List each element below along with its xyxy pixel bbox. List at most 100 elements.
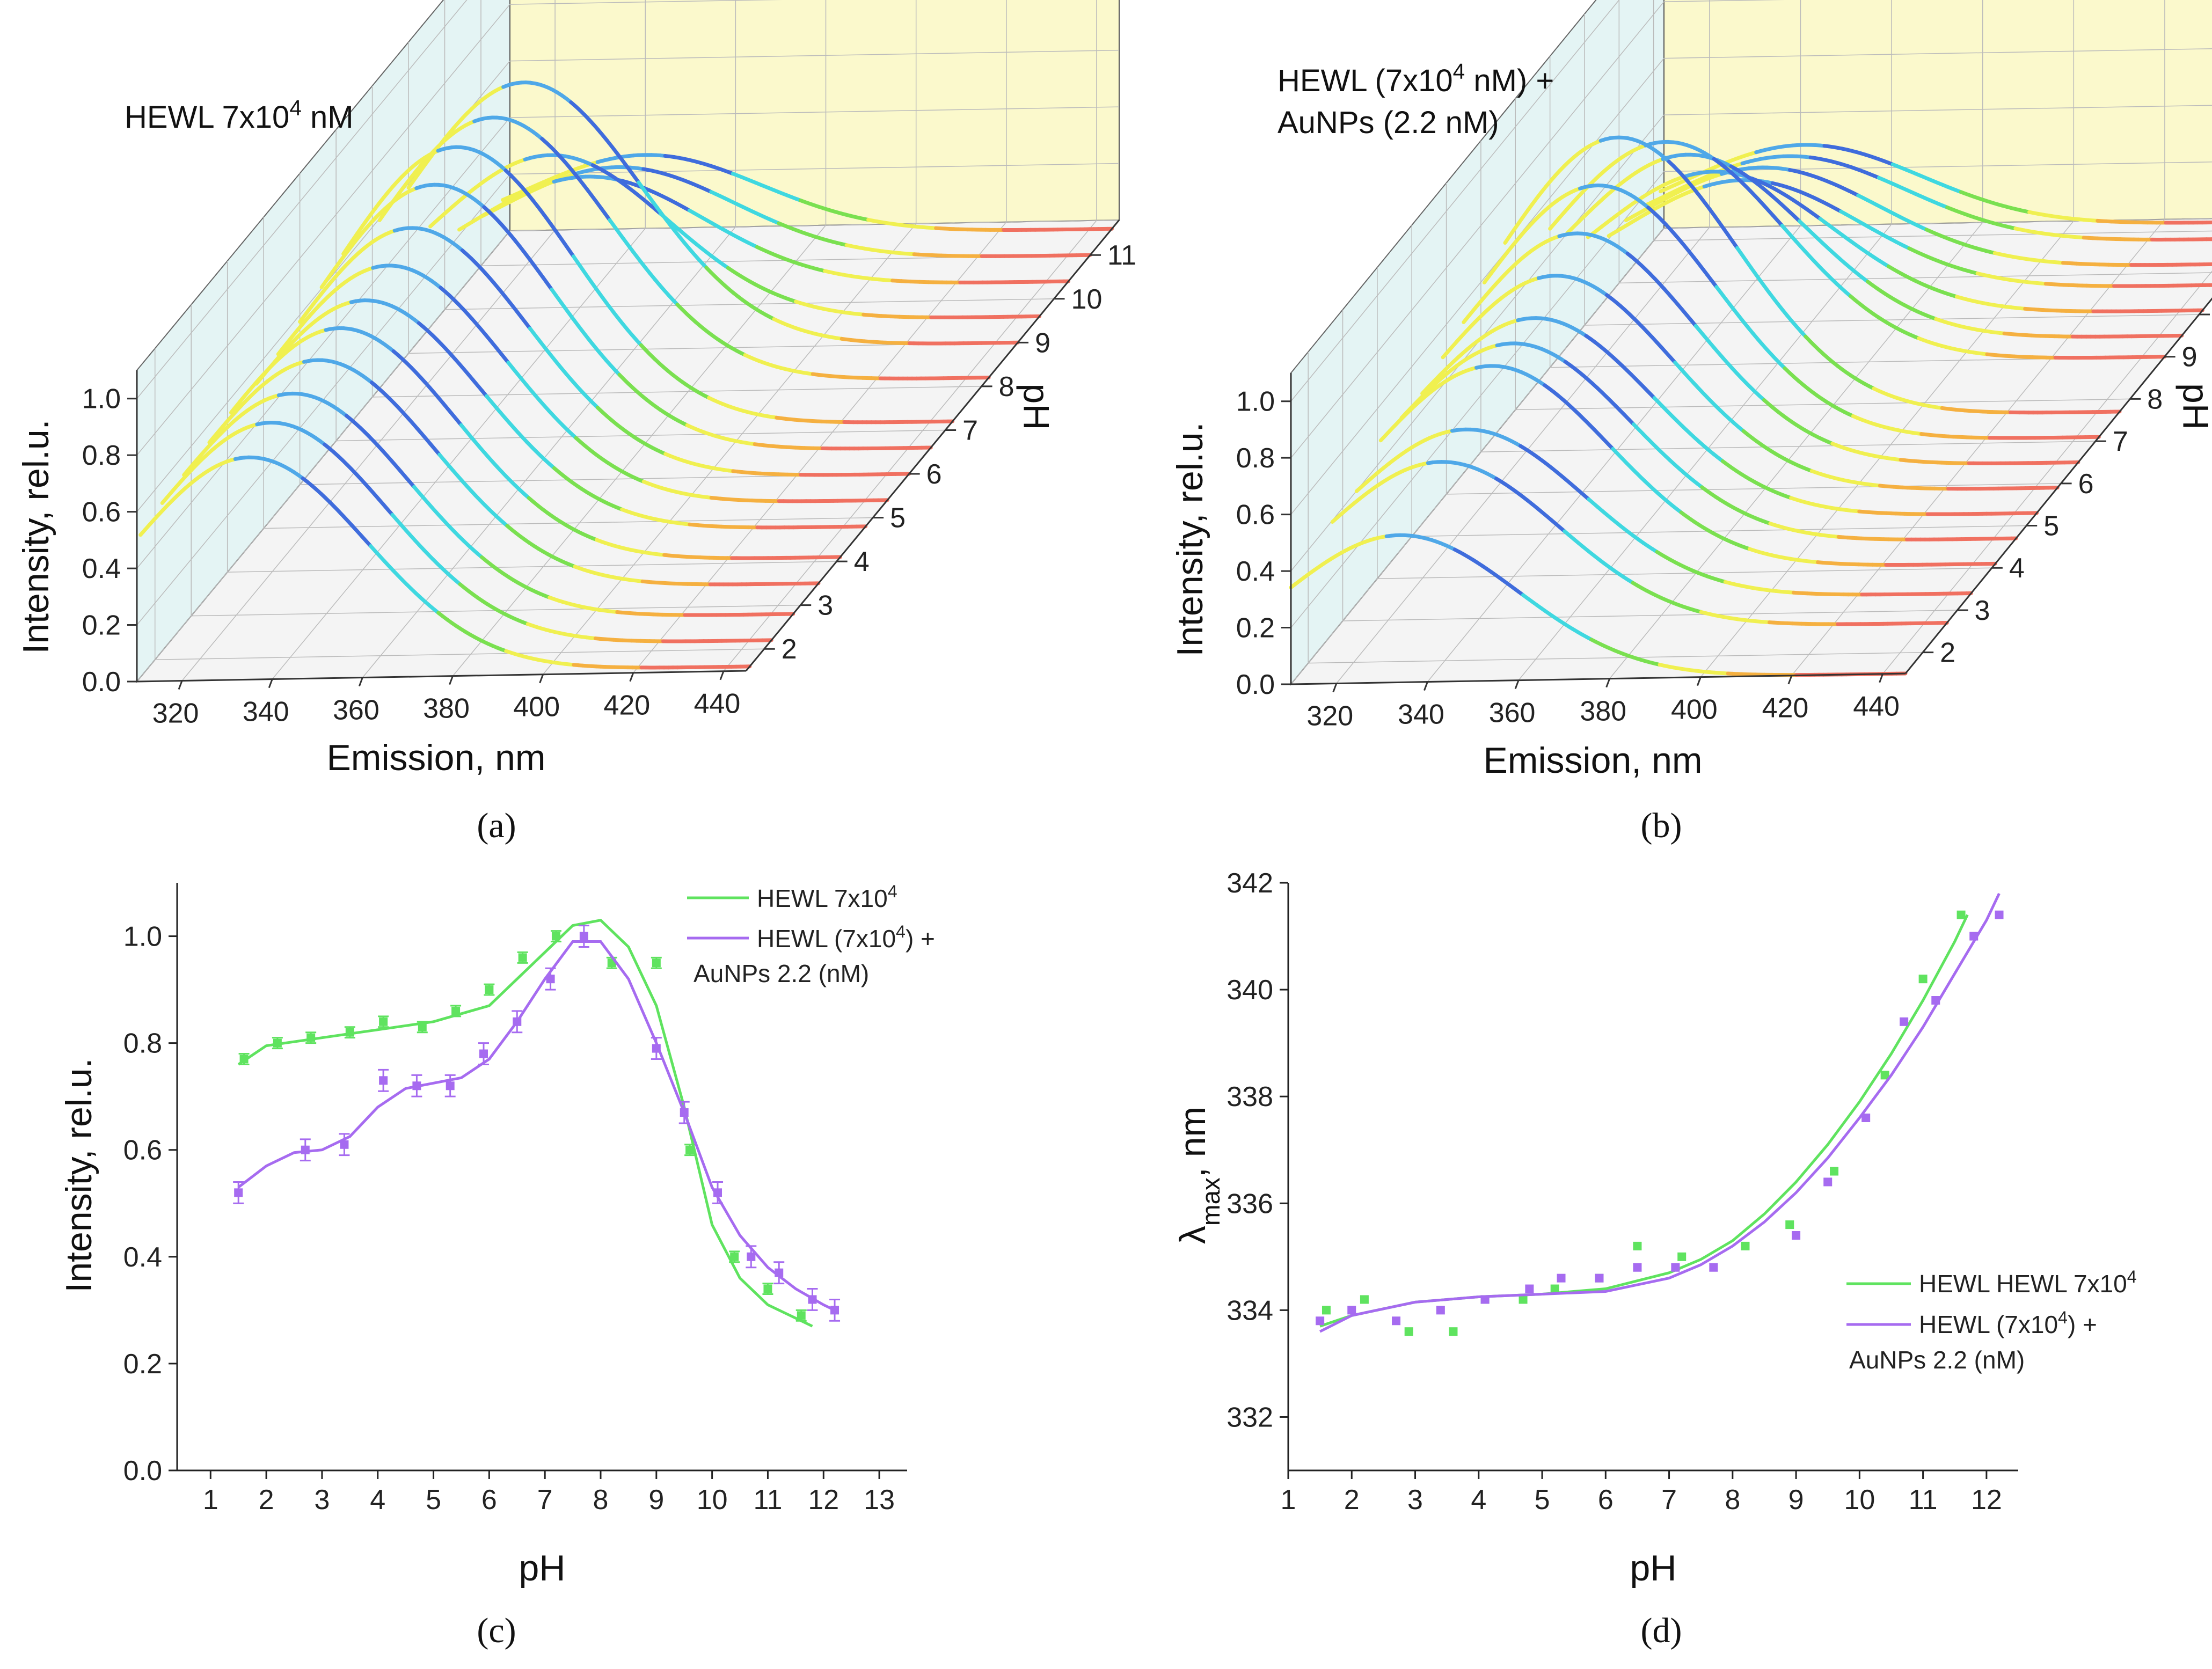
data-point-series-1: [1918, 975, 1928, 984]
y-tick-label: 0.4: [123, 1242, 162, 1273]
spectrum-5.9: [1441, 274, 2060, 491]
panel-a-title-part: nM: [302, 100, 354, 135]
x-tick-label: 7: [1661, 1484, 1677, 1516]
data-point-series-1: [273, 1038, 282, 1048]
spectrum-12.2: [1659, 143, 2212, 225]
floor-grid-line: [1308, 652, 1923, 664]
y-tick-label: 340: [1227, 975, 1273, 1006]
y-axis-label: Intensity, rel.u.: [16, 419, 56, 654]
data-point-series-1: [730, 1252, 739, 1261]
data-point-series-2: [1861, 1114, 1871, 1122]
data-point-series-1: [518, 953, 527, 962]
y-tick-label: 338: [1227, 1081, 1273, 1112]
x-tick-label: 3: [314, 1484, 330, 1516]
data-point-series-1: [1677, 1252, 1687, 1261]
floor-grid-line: [336, 429, 946, 442]
data-point-series-1: [418, 1022, 427, 1031]
data-point-series-2: [546, 975, 555, 984]
z-tick-label: 10: [1071, 284, 1103, 315]
data-point-series-2: [1316, 1316, 1325, 1326]
data-point-series-2: [301, 1145, 310, 1154]
spectrum-6.0: [298, 226, 911, 477]
data-point-series-2: [1995, 910, 2004, 919]
z-axis-label: pH: [2175, 383, 2212, 430]
y-tick-label: 1.0: [123, 921, 162, 953]
x-tick-mark: [629, 672, 634, 682]
floor-grid-line: [1791, 219, 2165, 676]
spectrum-2.2: [160, 421, 773, 643]
floor-grid-line: [1480, 441, 2096, 452]
backwall-grid-line: [1663, 161, 2212, 172]
legend-label-series-1-part: HEWL 7x10: [757, 884, 888, 912]
z-tick-label: 6: [926, 459, 942, 490]
data-point-series-2: [1671, 1263, 1680, 1272]
spectrum-6.6: [319, 182, 933, 451]
z-tick-label: 8: [999, 371, 1014, 402]
spectrum-4.7: [1399, 341, 2018, 541]
y-axis-label-tail: , nm: [1172, 1107, 1213, 1177]
legend-label-series-2a: HEWL (7x104) +: [757, 922, 935, 953]
legend-label-series-1: HEWL 7x104: [757, 882, 897, 912]
x-tick-label: 8: [1725, 1484, 1740, 1516]
fit-curve-series-1: [1319, 914, 1969, 1328]
x-tick-label: 6: [481, 1484, 497, 1516]
x-tick-label: 11: [753, 1484, 782, 1516]
x-tick-label: 1: [1281, 1484, 1296, 1516]
data-point-series-1: [1785, 1220, 1794, 1229]
sidewall-grid-line: [136, 117, 510, 569]
data-point-series-2: [340, 1140, 349, 1149]
sidewall-grid-line: [136, 0, 468, 399]
z-tick-label: 8: [2147, 384, 2163, 415]
spectrum-4.8: [254, 298, 868, 530]
floor-grid-line: [1342, 610, 1958, 621]
panel-label-a: (a): [477, 806, 516, 845]
panel-b-title-line1: HEWL (7x104 nM) +: [1277, 59, 1554, 98]
panel-a-title-part: HEWL 7x10: [125, 100, 289, 135]
spectrum-6.5: [1462, 231, 2080, 465]
z-tick-label: 7: [962, 415, 978, 446]
x-tick-label: 9: [1788, 1484, 1804, 1516]
x-tick-mark: [539, 674, 544, 684]
x-tick-label: 3: [1407, 1484, 1423, 1516]
x-tick-label: 420: [1762, 693, 1809, 724]
z-tick-label: 3: [1975, 595, 1990, 626]
sidewall-grid-line: [1290, 171, 1665, 628]
legend-label-series-2a-part: HEWL (7x10: [757, 925, 896, 953]
y-tick-label: 0.2: [82, 610, 121, 641]
x-tick-label: 13: [864, 1484, 895, 1516]
y-tick-label: 0.4: [1236, 556, 1275, 587]
floor-grid-line: [272, 228, 646, 680]
x-tick-mark: [1605, 678, 1611, 688]
data-point-series-2: [1436, 1306, 1445, 1315]
x-tick-label: 4: [1471, 1484, 1486, 1516]
z-tick-label: 4: [2009, 553, 2025, 584]
backwall-grid-line: [1663, 218, 2212, 229]
panel-b-title-line2: AuNPs (2.2 nM): [1277, 105, 1499, 140]
back-wall: [1663, 0, 2212, 229]
data-point-series-2: [479, 1049, 488, 1058]
x-tick-label: 320: [1306, 701, 1353, 732]
spectrum-3.4: [1354, 427, 1973, 597]
y-tick-label: 0.6: [123, 1135, 162, 1166]
fit-curve-series-2: [237, 940, 836, 1312]
z-axis-line: [1904, 297, 2212, 674]
panel-a-3d-spectra: 320 340 360 380 400 420 440 0.0 0.2 0.4 0.6 0.8 1.0 2…: [16, 0, 1136, 778]
floor-grid-line: [723, 220, 1097, 672]
x-tick-label: 4: [370, 1484, 385, 1516]
x-tick-label: 1: [203, 1484, 218, 1516]
z-tick-label: 2: [782, 634, 797, 665]
x-axis-label: pH: [519, 1548, 566, 1589]
z-tick-label: 3: [817, 590, 833, 621]
floor-grid-line: [1584, 314, 2200, 326]
y-axis-label: Intensity, rel.u.: [1170, 422, 1210, 656]
data-point-series-1: [1550, 1284, 1559, 1293]
y-tick-label: 0.0: [82, 667, 121, 698]
spectrum-5.4: [276, 263, 889, 503]
x-axis-label: Emission, nm: [1483, 740, 1702, 781]
data-point-series-2: [747, 1252, 756, 1261]
floor-grid-line: [1518, 224, 1892, 681]
sidewall-grid-line: [1290, 58, 1665, 515]
z-tick-label: 2: [1940, 638, 1955, 669]
x-tick-mark: [449, 676, 454, 685]
